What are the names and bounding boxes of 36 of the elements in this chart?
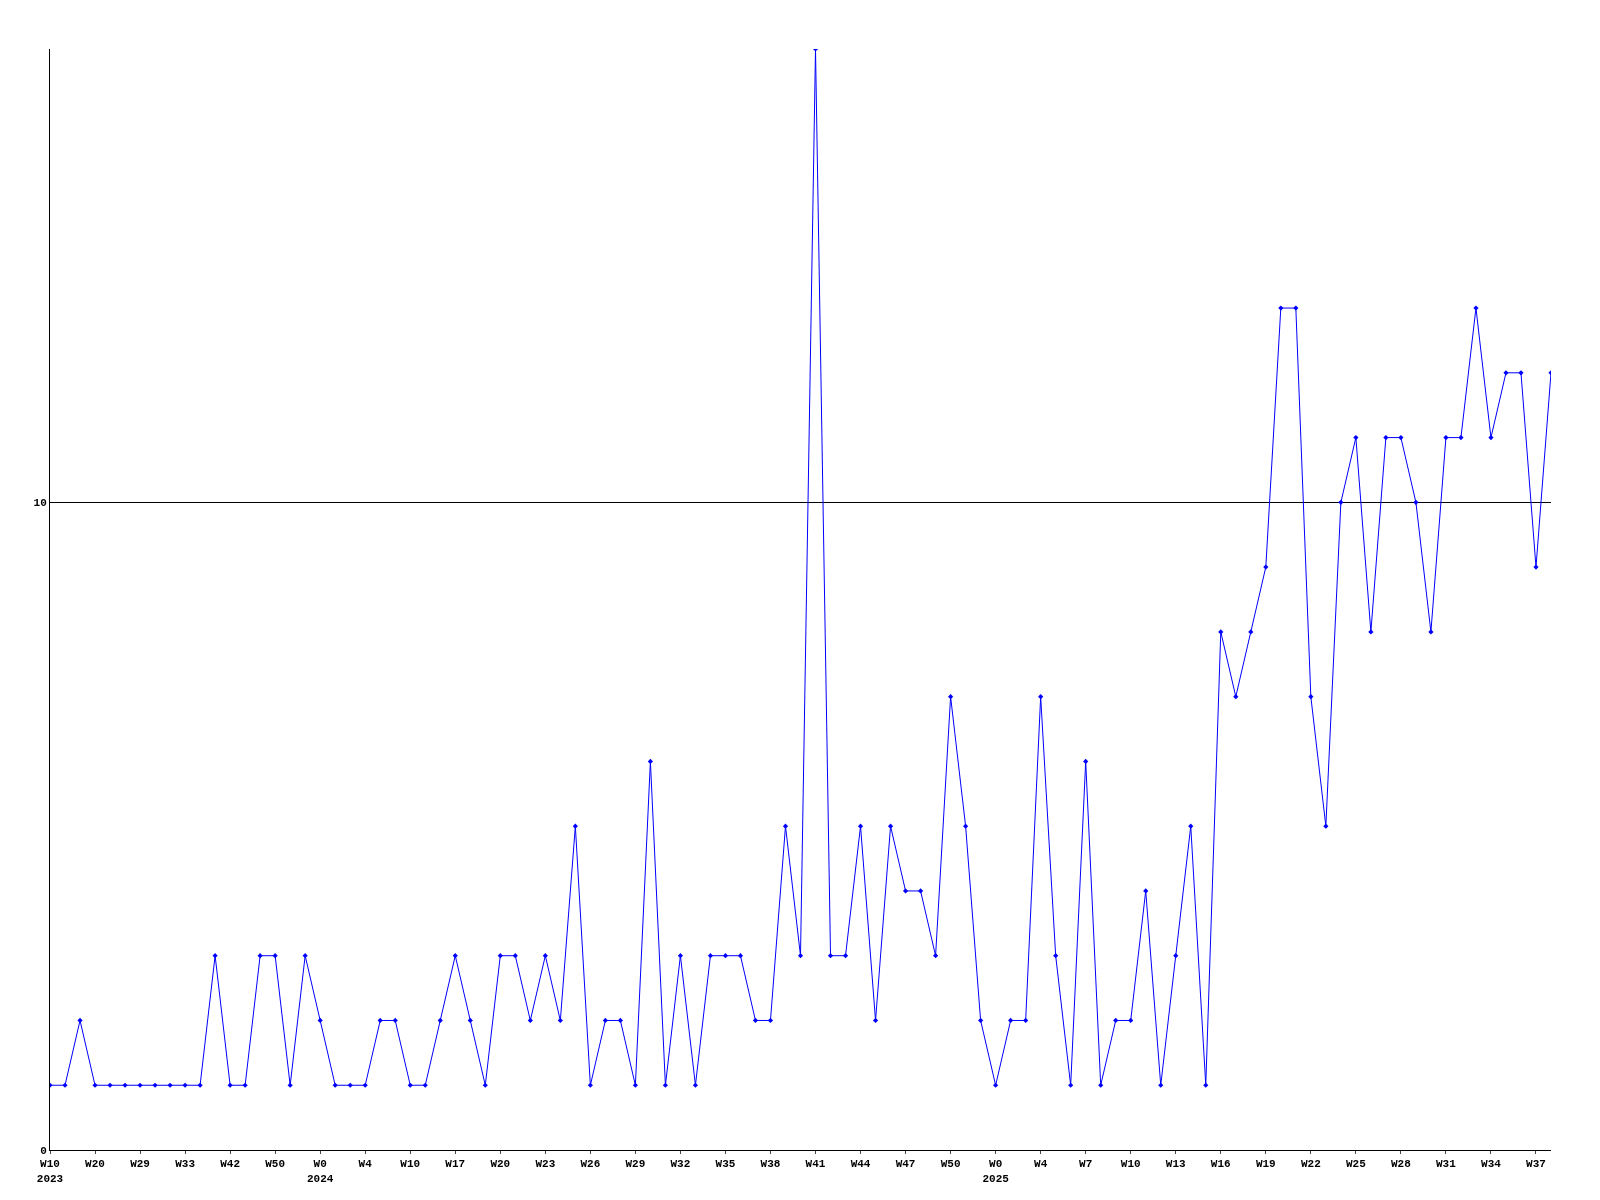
x-tick-label: W4 <box>1034 1158 1048 1171</box>
x-tick-label: W28 <box>1390 1158 1412 1171</box>
x-tick-label: W42 <box>220 1158 241 1171</box>
x-tick-label: W41 <box>805 1158 826 1171</box>
x-tick-label: W32 <box>670 1158 691 1171</box>
x-tick-label: W44 <box>850 1158 871 1171</box>
x-tick-label: W29 <box>130 1158 150 1171</box>
x-tick-label: W17 <box>445 1158 466 1171</box>
x-tick-label: W0 2024 <box>306 1158 334 1185</box>
x-tick-label: W20 <box>85 1158 105 1171</box>
y-tick-label: 0 <box>40 1144 47 1157</box>
x-tick-label: W20 <box>490 1158 511 1171</box>
x-tick-label: W38 <box>760 1158 781 1171</box>
x-tick-label: W4 <box>358 1158 373 1171</box>
x-tick-label: W33 <box>175 1158 196 1171</box>
x-tick-label: W34 <box>1481 1158 1502 1171</box>
x-tick-label: W26 <box>580 1158 601 1171</box>
x-tick-label: W35 <box>715 1158 736 1171</box>
x-tick-label: W22 <box>1300 1158 1321 1171</box>
x-tick-label: W19 <box>1255 1158 1276 1171</box>
x-tick-label: W31 <box>1436 1158 1457 1171</box>
x-tick-label: W10 2023 <box>36 1158 64 1185</box>
x-tick-label: W0 2025 <box>982 1158 1010 1185</box>
x-tick-label: W7 <box>1079 1158 1093 1171</box>
x-tick-label: W10 <box>400 1158 421 1171</box>
x-tick-label: W47 <box>895 1158 916 1171</box>
x-tick-label: W13 <box>1165 1158 1187 1171</box>
x-tick-label: W16 <box>1210 1158 1231 1171</box>
x-tick-label: W50 <box>265 1158 286 1171</box>
x-tick-label: W29 <box>625 1158 646 1171</box>
y-tick-label: 10 <box>33 497 47 510</box>
x-tick-label: W10 <box>1120 1158 1141 1171</box>
x-tick-label: W50 <box>940 1158 961 1171</box>
x-tick-label: W25 <box>1345 1158 1367 1171</box>
x-tick-label: W23 <box>535 1158 556 1171</box>
x-tick-label: W37 <box>1526 1158 1546 1171</box>
